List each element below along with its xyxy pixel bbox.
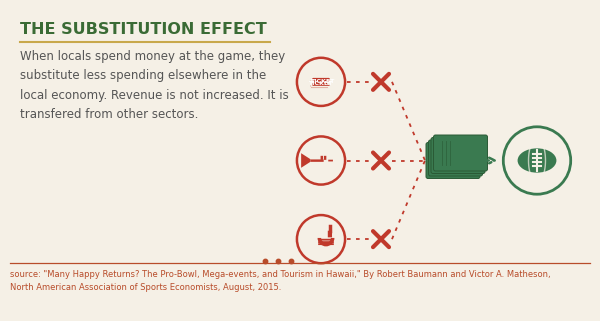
- Circle shape: [308, 82, 312, 85]
- Text: THE SUBSTITUTION EFFECT: THE SUBSTITUTION EFFECT: [20, 22, 267, 37]
- FancyBboxPatch shape: [324, 156, 326, 160]
- Text: source: "Many Happy Returns? The Pro-Bowl, Mega-events, and Tourism in Hawaii," : source: "Many Happy Returns? The Pro-Bow…: [10, 270, 551, 291]
- Circle shape: [327, 82, 330, 85]
- Text: TICKET: TICKET: [310, 80, 334, 84]
- FancyBboxPatch shape: [311, 77, 331, 87]
- FancyBboxPatch shape: [433, 135, 487, 171]
- FancyBboxPatch shape: [431, 137, 485, 173]
- Circle shape: [310, 80, 313, 83]
- FancyBboxPatch shape: [310, 160, 323, 162]
- FancyBboxPatch shape: [318, 243, 334, 245]
- Wedge shape: [317, 238, 334, 247]
- FancyBboxPatch shape: [328, 231, 332, 237]
- FancyBboxPatch shape: [328, 160, 333, 161]
- FancyBboxPatch shape: [318, 241, 334, 243]
- FancyBboxPatch shape: [426, 143, 480, 178]
- FancyBboxPatch shape: [310, 79, 329, 88]
- FancyBboxPatch shape: [318, 239, 334, 241]
- Polygon shape: [301, 153, 310, 168]
- Ellipse shape: [518, 148, 556, 173]
- FancyBboxPatch shape: [428, 140, 482, 176]
- Text: TICKET: TICKET: [308, 81, 332, 86]
- Text: When locals spend money at the game, they
substitute less spending elsewhere in : When locals spend money at the game, the…: [20, 50, 289, 122]
- FancyBboxPatch shape: [320, 156, 323, 160]
- Circle shape: [329, 80, 332, 83]
